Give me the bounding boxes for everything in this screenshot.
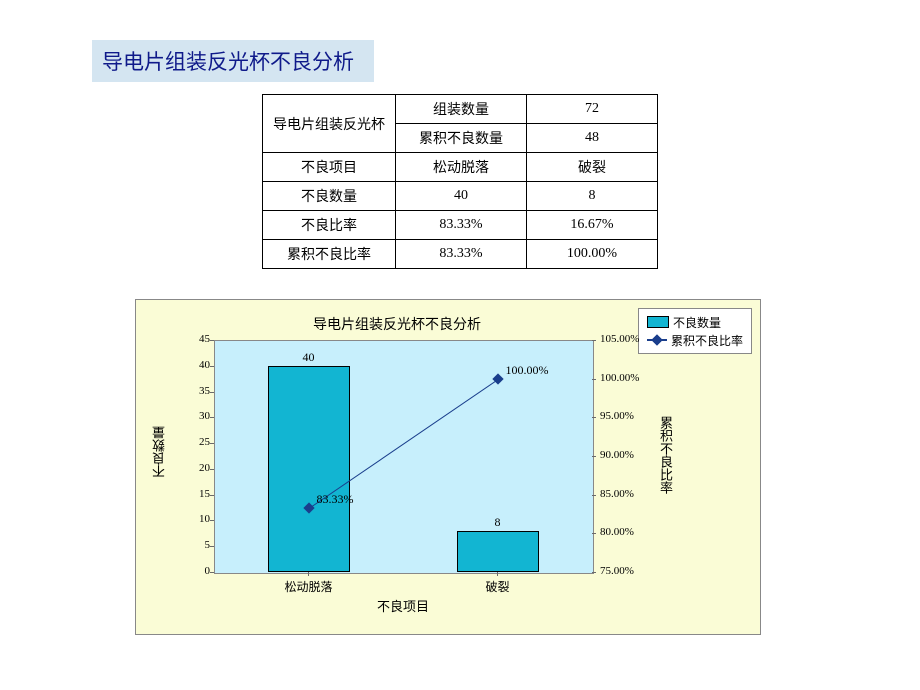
chart-legend: 不良数量 累积不良比率 [638, 308, 752, 354]
chart-bar [268, 366, 350, 572]
cell: 累积不良数量 [396, 124, 527, 153]
cell: 不良项目 [263, 153, 396, 182]
pareto-chart: 导电片组装反光杯不良分析 不良数量 累积不良比率 不良项目 不良数量 累积不良比… [135, 299, 761, 635]
cell: 累积不良比率 [263, 240, 396, 269]
cell: 不良比率 [263, 211, 396, 240]
y-left-tick: 0 [170, 565, 210, 577]
y-left-tick: 35 [170, 385, 210, 397]
y-left-tick: 15 [170, 488, 210, 500]
cell: 组装数量 [396, 95, 527, 124]
cell: 破裂 [527, 153, 658, 182]
cell: 导电片组装反光杯 [263, 95, 396, 153]
y-left-tick: 45 [170, 333, 210, 345]
defect-table: 导电片组装反光杯 组装数量 72 累积不良数量 48 不良项目 松动脱落 破裂 … [262, 94, 658, 269]
y-left-tick: 25 [170, 436, 210, 448]
y-left-tick: 40 [170, 359, 210, 371]
table-row: 导电片组装反光杯 组装数量 72 [263, 95, 658, 124]
y-left-tick: 10 [170, 513, 210, 525]
y-right-tick: 75.00% [600, 565, 634, 577]
y-right-tick: 105.00% [600, 333, 639, 345]
bar-value-label: 8 [478, 515, 518, 530]
x-axis-label: 不良项目 [377, 596, 429, 615]
cell: 8 [527, 182, 658, 211]
y-right-axis-label: 累积不良比率 [656, 416, 675, 494]
cell: 83.33% [396, 211, 527, 240]
y-right-tick: 80.00% [600, 526, 634, 538]
cell: 16.67% [527, 211, 658, 240]
y-left-tick: 30 [170, 410, 210, 422]
legend-bar-label: 不良数量 [673, 314, 721, 331]
x-category-label: 松动脱落 [279, 578, 339, 595]
cell: 48 [527, 124, 658, 153]
cell: 不良数量 [263, 182, 396, 211]
legend-bar-swatch [647, 316, 669, 328]
legend-item-bar: 不良数量 [647, 313, 743, 331]
y-left-tick: 20 [170, 462, 210, 474]
x-category-label: 破裂 [468, 578, 528, 595]
y-right-tick: 100.00% [600, 372, 639, 384]
y-right-tick: 85.00% [600, 488, 634, 500]
table-row: 累积不良比率 83.33% 100.00% [263, 240, 658, 269]
table-row: 不良比率 83.33% 16.67% [263, 211, 658, 240]
page-title: 导电片组装反光杯不良分析 [92, 40, 374, 82]
legend-line-label: 累积不良比率 [671, 332, 743, 349]
legend-item-line: 累积不良比率 [647, 331, 743, 349]
chart-title: 导电片组装反光杯不良分析 [313, 314, 481, 334]
table-row: 不良数量 40 8 [263, 182, 658, 211]
y-right-tick: 90.00% [600, 449, 634, 461]
line-value-label: 83.33% [317, 492, 354, 507]
y-left-tick: 5 [170, 539, 210, 551]
y-left-axis-label: 不良数量 [150, 426, 169, 478]
y-right-tick: 95.00% [600, 410, 634, 422]
bar-value-label: 40 [289, 350, 329, 365]
cell: 100.00% [527, 240, 658, 269]
legend-line-swatch [647, 339, 667, 341]
cell: 松动脱落 [396, 153, 527, 182]
cell: 83.33% [396, 240, 527, 269]
line-value-label: 100.00% [506, 363, 549, 378]
cell: 40 [396, 182, 527, 211]
table-row: 不良项目 松动脱落 破裂 [263, 153, 658, 182]
cell: 72 [527, 95, 658, 124]
chart-bar [457, 531, 539, 572]
